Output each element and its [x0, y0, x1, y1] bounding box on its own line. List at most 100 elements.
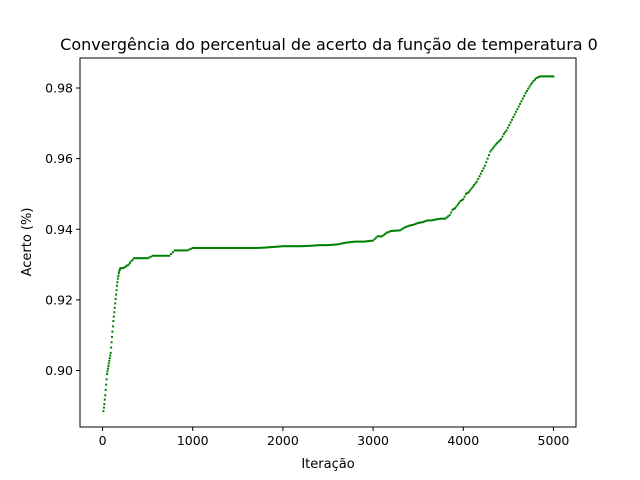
- data-point: [494, 143, 497, 146]
- data-point: [331, 243, 334, 246]
- data-point: [205, 246, 208, 249]
- data-point: [456, 203, 459, 206]
- data-point: [385, 231, 388, 234]
- data-point: [544, 75, 547, 78]
- data-point: [418, 221, 421, 224]
- data-point: [539, 75, 542, 78]
- data-point: [313, 244, 316, 247]
- data-point: [384, 232, 387, 235]
- data-point: [487, 154, 490, 157]
- data-point: [521, 97, 524, 100]
- data-point: [459, 200, 462, 203]
- data-point: [379, 235, 382, 238]
- data-point: [170, 252, 173, 255]
- data-point: [127, 263, 130, 266]
- data-point: [366, 240, 369, 243]
- data-point: [244, 246, 247, 249]
- data-point: [409, 224, 412, 227]
- data-point: [412, 223, 415, 226]
- data-point: [390, 230, 393, 233]
- data-point: [236, 246, 239, 249]
- data-point: [124, 265, 127, 268]
- data-point: [400, 228, 403, 231]
- data-point: [106, 370, 109, 373]
- y-axis-ticks: 0.90 0.92 0.94 0.96 0.98: [45, 81, 80, 378]
- data-point: [197, 246, 200, 249]
- data-point: [123, 266, 126, 269]
- data-point: [304, 245, 307, 248]
- data-point: [482, 167, 485, 170]
- data-point: [171, 251, 174, 254]
- data-point: [328, 244, 331, 247]
- data-point: [402, 227, 405, 230]
- data-point: [414, 223, 417, 226]
- data-point: [333, 243, 336, 246]
- data-point: [452, 207, 455, 210]
- data-point: [542, 75, 545, 78]
- data-point: [474, 182, 477, 185]
- data-point: [117, 272, 120, 275]
- data-point: [298, 245, 301, 248]
- data-point: [232, 246, 235, 249]
- data-point: [515, 110, 518, 113]
- data-point: [479, 172, 482, 175]
- data-point: [442, 217, 445, 220]
- data-point: [289, 245, 292, 248]
- data-point: [105, 383, 108, 386]
- data-point: [387, 231, 390, 234]
- data-point: [145, 257, 148, 260]
- data-point: [181, 249, 184, 252]
- data-point: [102, 406, 105, 409]
- data-point: [180, 249, 183, 252]
- data-point: [493, 145, 496, 148]
- data-point: [115, 284, 118, 287]
- data-point: [524, 92, 527, 95]
- data-point: [260, 246, 263, 249]
- data-point: [497, 140, 500, 143]
- data-point: [188, 248, 191, 251]
- data-point: [104, 388, 107, 391]
- data-point: [432, 219, 435, 222]
- data-point: [235, 246, 238, 249]
- data-point: [102, 410, 105, 413]
- data-point: [513, 113, 516, 116]
- data-point: [116, 277, 119, 280]
- data-point: [508, 124, 511, 127]
- data-point: [108, 357, 111, 360]
- data-point: [199, 246, 202, 249]
- data-point: [348, 241, 351, 244]
- data-point: [140, 257, 143, 260]
- data-point: [114, 297, 117, 300]
- data-point: [426, 219, 429, 222]
- data-point: [523, 94, 526, 97]
- data-point: [467, 191, 470, 194]
- data-point: [296, 245, 299, 248]
- data-point: [528, 85, 531, 88]
- data-point: [512, 116, 515, 119]
- data-point: [357, 240, 360, 243]
- data-point: [394, 229, 397, 232]
- data-point: [466, 192, 469, 195]
- data-point: [164, 254, 167, 257]
- data-point: [430, 219, 433, 222]
- data-point: [113, 311, 116, 314]
- data-point: [334, 243, 337, 246]
- data-point: [547, 75, 550, 78]
- data-point: [130, 260, 133, 263]
- data-point: [120, 267, 123, 270]
- data-point: [485, 161, 488, 164]
- data-point: [367, 240, 370, 243]
- data-point: [345, 241, 348, 244]
- data-point: [376, 235, 379, 238]
- data-point: [529, 83, 532, 86]
- x-tick-label: 4000: [447, 433, 479, 448]
- data-point: [369, 239, 372, 242]
- data-point: [441, 217, 444, 220]
- data-point: [375, 236, 378, 239]
- data-point: [263, 246, 266, 249]
- data-point: [436, 218, 439, 221]
- data-point: [186, 249, 189, 252]
- data-point: [146, 257, 149, 260]
- data-point: [110, 341, 113, 344]
- data-point: [133, 257, 136, 260]
